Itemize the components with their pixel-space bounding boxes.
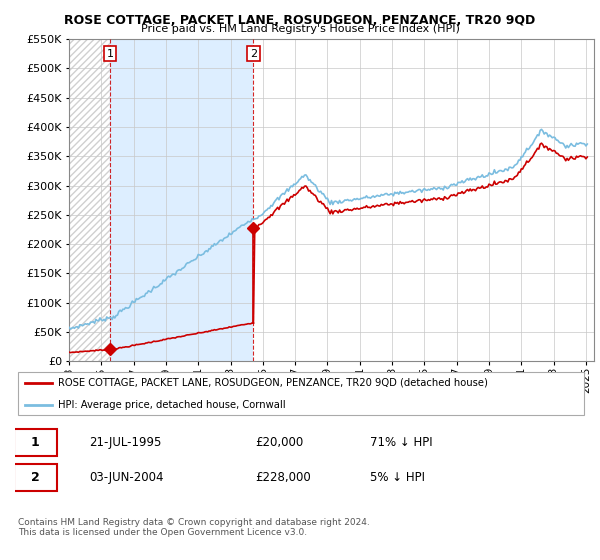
FancyBboxPatch shape: [14, 429, 57, 456]
Text: HPI: Average price, detached house, Cornwall: HPI: Average price, detached house, Corn…: [58, 400, 286, 410]
Text: 5% ↓ HPI: 5% ↓ HPI: [370, 471, 425, 484]
Text: 2: 2: [31, 471, 40, 484]
Text: ROSE COTTAGE, PACKET LANE, ROSUDGEON, PENZANCE, TR20 9QD (detached house): ROSE COTTAGE, PACKET LANE, ROSUDGEON, PE…: [58, 378, 488, 388]
Text: 71% ↓ HPI: 71% ↓ HPI: [370, 436, 433, 449]
FancyBboxPatch shape: [14, 464, 57, 491]
Text: £20,000: £20,000: [256, 436, 304, 449]
Text: 1: 1: [31, 436, 40, 449]
Text: Contains HM Land Registry data © Crown copyright and database right 2024.
This d: Contains HM Land Registry data © Crown c…: [18, 518, 370, 538]
Text: 03-JUN-2004: 03-JUN-2004: [89, 471, 164, 484]
Text: £228,000: £228,000: [256, 471, 311, 484]
Bar: [110, 39, 253, 361]
Text: Price paid vs. HM Land Registry's House Price Index (HPI): Price paid vs. HM Land Registry's House …: [140, 24, 460, 34]
Text: 2: 2: [250, 49, 257, 59]
Text: ROSE COTTAGE, PACKET LANE, ROSUDGEON, PENZANCE, TR20 9QD: ROSE COTTAGE, PACKET LANE, ROSUDGEON, PE…: [64, 14, 536, 27]
FancyBboxPatch shape: [18, 371, 584, 416]
Text: 1: 1: [107, 49, 113, 59]
Text: 21-JUL-1995: 21-JUL-1995: [89, 436, 162, 449]
